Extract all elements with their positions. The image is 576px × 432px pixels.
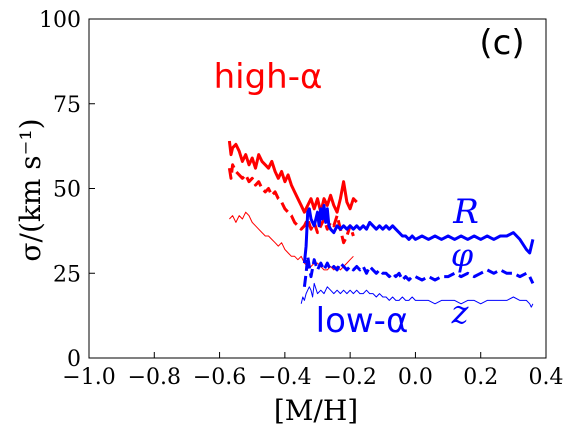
- x-tick-label: −1.0: [62, 365, 115, 390]
- x-tick-label: −0.2: [323, 365, 376, 390]
- x-axis-label: [M/H]: [274, 394, 358, 427]
- panel-label: (c): [479, 23, 524, 63]
- y-axis-label: σ/(km s⁻¹): [14, 118, 47, 261]
- ticks-layer: −1.0 −0.8 −0.6 −0.4 −0.2 0.0 0.2 0.4 0 25 50 75 100: [39, 8, 564, 390]
- series-low-alpha-phi-line: [302, 254, 535, 287]
- y-tick-label: 25: [53, 262, 81, 287]
- x-tick-label: −0.8: [128, 365, 181, 390]
- x-tick-label: −0.4: [258, 365, 311, 390]
- x-tick-label: 0.4: [529, 365, 564, 390]
- component-z-label: z: [451, 293, 470, 331]
- x-tick-label: 0.2: [463, 365, 498, 390]
- x-tick-label: −0.6: [193, 365, 246, 390]
- series-low-alpha-z-line: [300, 282, 534, 308]
- x-tick-label: 0.0: [398, 365, 433, 390]
- y-tick-label: 75: [53, 93, 81, 118]
- y-tick-label: 0: [67, 347, 81, 372]
- component-r-label: R: [452, 192, 479, 232]
- y-tick-label: 100: [39, 8, 81, 33]
- low-alpha-label: low-α: [316, 301, 409, 341]
- y-tick-label: 50: [53, 178, 81, 203]
- component-phi-label: φ: [451, 236, 474, 274]
- series-low-alpha-r-line: [302, 203, 535, 264]
- series-high-alpha-z-line: [229, 211, 354, 271]
- series-high-alpha-phi-line: [227, 163, 355, 245]
- high-alpha-label: high-α: [214, 57, 323, 97]
- series-layer: [227, 140, 535, 308]
- series-high-alpha-r-line: [227, 140, 358, 214]
